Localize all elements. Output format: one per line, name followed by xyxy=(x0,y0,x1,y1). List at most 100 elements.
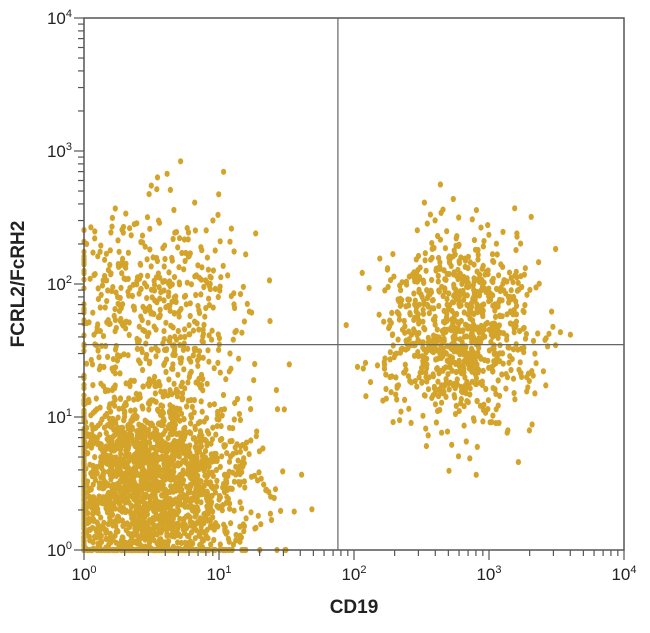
event-point xyxy=(227,350,233,357)
event-point xyxy=(130,281,136,288)
event-point xyxy=(246,451,252,458)
event-point xyxy=(160,500,166,507)
event-point xyxy=(465,279,471,286)
event-point xyxy=(152,451,158,458)
event-point xyxy=(101,470,107,477)
event-point xyxy=(176,508,182,515)
event-point xyxy=(197,428,203,435)
event-point xyxy=(108,421,114,428)
event-point xyxy=(138,261,144,268)
event-point xyxy=(172,447,178,455)
event-point xyxy=(507,353,513,360)
event-point xyxy=(102,526,108,533)
event-point xyxy=(151,310,157,318)
event-point xyxy=(188,529,195,536)
event-point xyxy=(420,306,426,314)
event-point xyxy=(114,480,120,488)
event-point xyxy=(171,349,177,356)
event-point xyxy=(127,466,133,473)
event-point xyxy=(176,279,182,286)
event-point xyxy=(503,385,509,392)
event-point xyxy=(224,493,230,500)
event-point xyxy=(169,531,175,539)
event-point xyxy=(140,383,146,390)
event-point xyxy=(450,253,456,260)
event-point xyxy=(495,325,501,333)
event-point xyxy=(169,500,175,507)
event-point xyxy=(109,223,115,230)
event-point xyxy=(387,356,393,363)
event-point xyxy=(128,232,134,239)
event-point xyxy=(483,385,489,393)
event-point xyxy=(456,258,462,265)
event-point xyxy=(443,364,449,371)
event-point xyxy=(126,319,132,326)
event-point xyxy=(533,360,539,367)
x-tick-label: 102 xyxy=(341,564,366,584)
event-point xyxy=(157,274,163,281)
event-point xyxy=(89,361,96,368)
event-point xyxy=(514,274,520,281)
event-point xyxy=(185,379,191,386)
event-point xyxy=(215,211,221,218)
event-point xyxy=(415,337,421,344)
event-point xyxy=(166,289,172,296)
event-point xyxy=(474,268,480,275)
event-point xyxy=(489,324,495,331)
event-point xyxy=(92,454,98,461)
event-point xyxy=(359,269,365,276)
event-point xyxy=(242,484,248,491)
event-point xyxy=(225,535,231,542)
event-point xyxy=(238,479,244,486)
event-point xyxy=(202,436,208,444)
event-point xyxy=(151,323,157,330)
event-point xyxy=(453,360,459,367)
event-point xyxy=(190,477,196,484)
event-point xyxy=(219,435,225,443)
event-point xyxy=(139,232,146,239)
event-point xyxy=(95,509,101,517)
event-point xyxy=(188,412,194,419)
event-point xyxy=(87,494,93,501)
event-point xyxy=(405,373,412,380)
event-point xyxy=(515,346,521,353)
event-point xyxy=(462,374,468,381)
event-point xyxy=(495,334,501,341)
event-point xyxy=(453,402,459,409)
event-point xyxy=(246,395,252,402)
event-point xyxy=(174,522,180,529)
event-point xyxy=(189,403,195,410)
event-point xyxy=(210,424,216,431)
event-point xyxy=(421,199,427,206)
event-point xyxy=(239,505,245,512)
y-tick-label: 101 xyxy=(47,407,72,427)
event-point xyxy=(470,415,477,422)
event-point xyxy=(110,522,116,529)
event-point xyxy=(442,285,448,292)
event-point xyxy=(471,310,477,318)
event-point xyxy=(215,408,221,415)
event-point xyxy=(517,359,523,366)
event-point xyxy=(195,472,201,479)
event-point xyxy=(185,532,191,540)
event-point xyxy=(533,284,539,291)
event-point xyxy=(95,285,101,292)
event-point xyxy=(420,358,426,365)
event-point xyxy=(170,235,176,243)
event-point xyxy=(158,540,164,547)
event-point xyxy=(224,471,230,479)
event-point xyxy=(459,280,465,287)
event-point xyxy=(90,249,96,256)
event-point xyxy=(200,339,206,346)
event-point xyxy=(479,378,485,385)
event-point xyxy=(148,534,154,542)
event-point xyxy=(117,457,123,464)
event-point xyxy=(171,426,177,433)
event-point xyxy=(444,428,451,435)
event-point xyxy=(230,336,236,343)
event-point xyxy=(492,386,498,393)
event-point xyxy=(104,298,110,305)
event-point xyxy=(167,431,173,438)
event-point xyxy=(113,528,119,535)
